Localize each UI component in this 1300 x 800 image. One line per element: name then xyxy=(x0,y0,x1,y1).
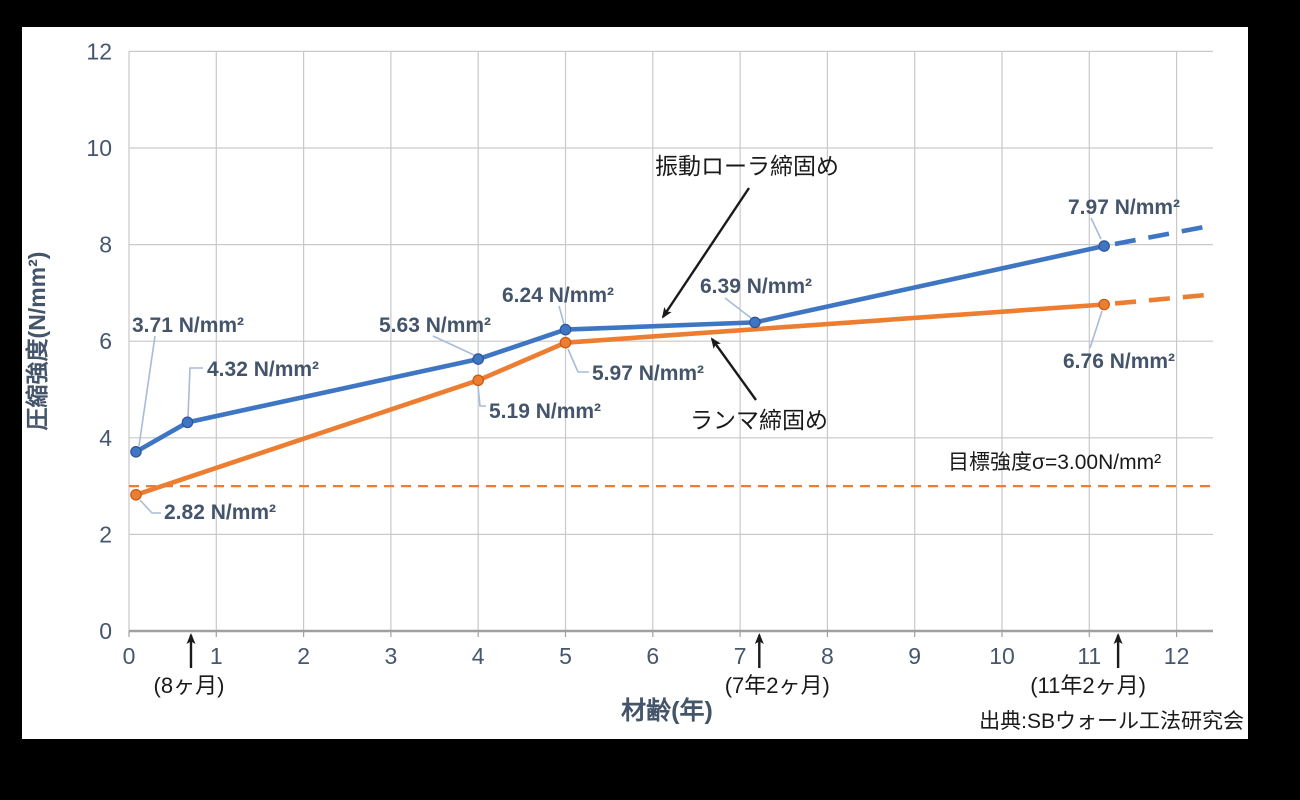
callout-arrow xyxy=(661,187,750,319)
data-point-marker xyxy=(181,416,194,429)
leader-line xyxy=(1090,217,1102,240)
leader-line xyxy=(139,499,161,514)
series-line-rammer xyxy=(133,302,1107,498)
x-tick-label: 0 xyxy=(123,643,136,669)
x-axis-annotation: (11年2ヶ月) xyxy=(1030,673,1146,698)
y-tick-label: 10 xyxy=(86,135,112,161)
x-axis-annotation: (8ヶ月) xyxy=(154,673,225,698)
callout-label-vibration-roller: 振動ローラ締固め xyxy=(655,153,839,179)
x-tick-label: 3 xyxy=(385,643,398,669)
data-point-label: 3.71 N/mm² xyxy=(132,314,244,337)
y-tick-label: 6 xyxy=(99,328,112,354)
data-point-label: 4.32 N/mm² xyxy=(207,358,319,381)
series-line-vibration-roller xyxy=(133,243,1107,455)
source-credit: 出典:SBウォール工法研究会 xyxy=(979,710,1244,733)
data-point-label: 5.63 N/mm² xyxy=(379,314,491,337)
y-axis-title: 圧縮強度(N/mm²) xyxy=(24,252,50,431)
series-forecast-dashed-rammer xyxy=(1114,292,1214,306)
leader-line xyxy=(138,335,156,447)
x-tick-label: 10 xyxy=(989,643,1015,669)
callout-arrow xyxy=(710,337,757,401)
data-point-marker xyxy=(1098,298,1110,311)
leader-line xyxy=(477,385,486,407)
data-point-marker xyxy=(559,336,572,349)
data-point-marker xyxy=(472,353,484,365)
leader-line xyxy=(558,305,565,325)
data-point-marker xyxy=(130,488,142,501)
data-point-label: 2.82 N/mm² xyxy=(164,501,276,524)
x-tick-label: 5 xyxy=(559,643,572,669)
x-tick-label: 9 xyxy=(908,643,921,669)
x-tick-label: 11 xyxy=(1077,643,1101,669)
leader-line xyxy=(1089,310,1103,349)
data-point-label: 7.97 N/mm² xyxy=(1068,196,1180,219)
leader-line xyxy=(567,348,589,373)
x-axis-annotation: (7年2ヶ月) xyxy=(725,673,830,698)
data-point-label: 5.97 N/mm² xyxy=(592,362,704,385)
x-tick-label: 1 xyxy=(210,643,223,669)
y-tick-label: 12 xyxy=(86,38,112,64)
x-tick-label: 4 xyxy=(472,643,485,669)
y-tick-label: 2 xyxy=(99,521,112,547)
data-point-marker xyxy=(749,316,761,329)
x-tick-label: 7 xyxy=(734,643,747,669)
series-forecast-dashed-vibration-roller xyxy=(1114,223,1214,247)
leader-line xyxy=(187,367,203,418)
data-point-label: 6.39 N/mm² xyxy=(700,275,812,298)
y-tick-label: 0 xyxy=(99,618,112,644)
data-point-marker xyxy=(472,374,484,387)
chart-svg: 目標強度σ=3.00N/mm² 3.71 N/mm² 4.32 N/mm² 5.63 … xyxy=(24,38,1244,733)
data-point-marker xyxy=(130,446,142,458)
x-tick-label: 8 xyxy=(821,643,834,669)
leader-line xyxy=(724,297,752,319)
leader-line xyxy=(432,335,475,356)
strength-age-line-chart: 目標強度σ=3.00N/mm² 3.71 N/mm² 4.32 N/mm² 5.63 … xyxy=(22,27,1248,739)
data-point-label: 6.24 N/mm² xyxy=(502,284,614,307)
data-point-marker xyxy=(559,323,572,336)
target-strength-label: 目標強度σ=3.00N/mm² xyxy=(948,451,1161,474)
x-tick-label: 12 xyxy=(1164,643,1190,669)
data-point-label: 5.19 N/mm² xyxy=(489,400,601,423)
data-point-label: 6.76 N/mm² xyxy=(1063,350,1175,373)
callout-label-rammer: ランマ締固め xyxy=(690,407,828,433)
data-point-marker xyxy=(1098,240,1110,252)
y-tick-label: 4 xyxy=(99,425,112,451)
y-tick-label: 8 xyxy=(99,232,112,258)
x-axis-title: 材齢(年) xyxy=(621,696,713,725)
x-tick-label: 6 xyxy=(646,643,659,669)
x-tick-label: 2 xyxy=(297,643,310,669)
